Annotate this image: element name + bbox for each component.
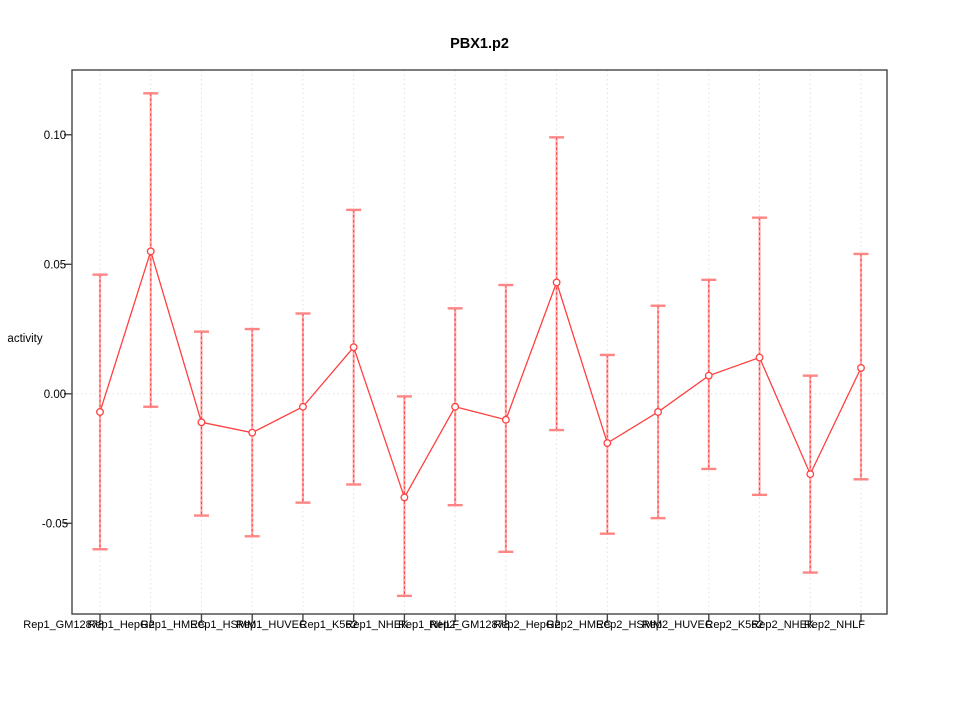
x-tick-label: Rep2_HepG2 [493, 619, 560, 631]
series-line [99, 249, 862, 500]
data-point [349, 343, 358, 352]
x-tick-label: Rep2_HSMM [596, 619, 662, 631]
y-axis-label: activity [7, 333, 42, 345]
chart-title: PBX1.p2 [450, 36, 509, 52]
y-tick-label: 0.05 [44, 259, 66, 271]
plot-frame [71, 69, 888, 615]
data-point [704, 371, 713, 380]
data-point [298, 402, 307, 411]
x-tick-label: Rep1_K562 [300, 619, 358, 631]
data-point [603, 439, 612, 447]
y-tick-label: 0.00 [44, 389, 66, 401]
x-tick-label: Rep1_NHEK [345, 619, 409, 631]
x-tick-label: Rep2_GM12878 [429, 619, 510, 631]
x-tick-label: Rep2_NHLF [804, 619, 865, 631]
data-point [451, 402, 460, 411]
x-tick-label: Rep1_NHLF [398, 619, 459, 631]
data-point [248, 428, 257, 437]
y-tick-label: -0.05 [42, 518, 68, 530]
x-tick-label: Rep2_HUVEC [642, 619, 713, 631]
x-tick-label: Rep2_HMEC [547, 619, 612, 631]
data-point [857, 363, 865, 372]
data-point [400, 493, 409, 502]
y-tick-label: 0.10 [44, 130, 66, 142]
x-tick-label: Rep2_NHEK [751, 619, 815, 631]
data-point [654, 407, 663, 416]
data-point [552, 278, 561, 287]
x-tick-label: Rep1_HSMM [190, 619, 256, 631]
x-tick-label: Rep1_HUVEC [236, 619, 307, 631]
data-point [197, 418, 206, 427]
data-point [146, 247, 155, 256]
x-tick-label: Rep1_HepG2 [87, 619, 154, 631]
data-point [806, 470, 815, 479]
data-point [501, 415, 510, 424]
data-point [96, 407, 104, 416]
x-tick-label: Rep2_K562 [705, 619, 763, 631]
x-tick-label: Rep1_HMEC [141, 619, 206, 631]
x-tick-label: Rep1_GM12878 [23, 619, 104, 631]
data-point [755, 353, 764, 362]
